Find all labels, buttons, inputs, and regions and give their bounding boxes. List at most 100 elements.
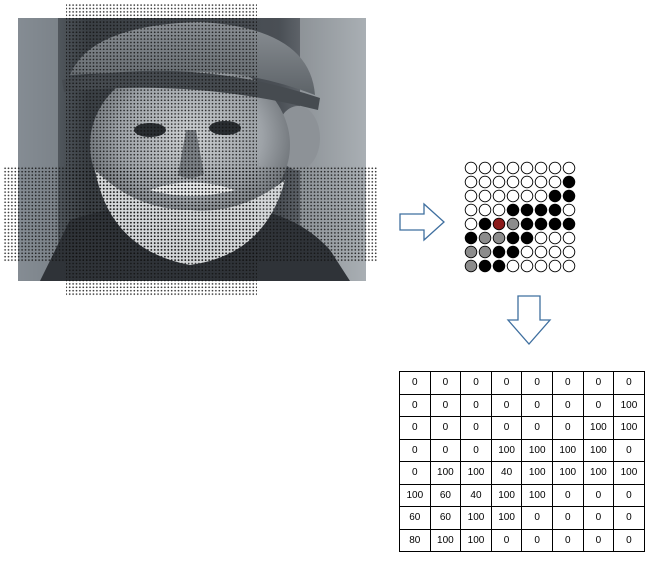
pixel-circle-white <box>464 217 478 231</box>
table-cell: 100 <box>551 461 584 485</box>
pixel-circle-white <box>478 175 492 189</box>
pixel-circle-white <box>562 259 576 273</box>
pixel-circle-white <box>506 259 520 273</box>
table-cell: 0 <box>460 416 492 440</box>
table-cell: 0 <box>399 393 431 417</box>
table-cell: 100 <box>551 438 584 462</box>
table-row: 0 0 0 0 0 0 100 100 <box>399 416 645 440</box>
table-cell: 0 <box>490 371 523 395</box>
pixel-circle-white <box>464 161 478 175</box>
table-cell: 0 <box>613 483 645 507</box>
table-row: 0 100 100 40 100 100 100 100 <box>399 461 645 485</box>
pixel-circle-white <box>478 203 492 217</box>
pixel-circle-highlight <box>492 217 506 231</box>
pixel-circle-white <box>534 175 548 189</box>
pixel-circle-white <box>478 161 492 175</box>
pixel-circle-white <box>492 161 506 175</box>
table-cell: 100 <box>399 483 431 507</box>
table-cell: 0 <box>582 483 615 507</box>
right-arrow-icon <box>399 202 445 242</box>
table-cell: 100 <box>613 461 645 485</box>
pixel-circle-white <box>506 189 520 203</box>
pixel-circle-black <box>548 203 562 217</box>
pixel-circle-grid <box>464 161 576 273</box>
pixel-circle-black <box>464 231 478 245</box>
pixel-circle-gray <box>478 231 492 245</box>
table-cell: 100 <box>460 461 492 485</box>
table-cell: 60 <box>429 506 462 530</box>
table-cell: 0 <box>521 506 553 530</box>
pixel-circle-black <box>506 245 520 259</box>
pixel-circle-white <box>492 175 506 189</box>
table-cell: 0 <box>582 506 615 530</box>
pixel-circle-white <box>478 189 492 203</box>
table-cell: 0 <box>551 393 584 417</box>
table-cell: 0 <box>613 438 645 462</box>
pixel-circle-white <box>464 175 478 189</box>
table-cell: 100 <box>490 506 523 530</box>
table-cell: 60 <box>399 506 431 530</box>
pixel-circle-white <box>464 203 478 217</box>
table-cell: 40 <box>490 461 523 485</box>
pixel-circle-black <box>478 217 492 231</box>
pixel-circle-black <box>562 189 576 203</box>
table-cell: 0 <box>429 438 462 462</box>
table-cell: 0 <box>521 528 553 552</box>
table-cell: 0 <box>460 438 492 462</box>
table-cell: 0 <box>613 528 645 552</box>
table-cell: 100 <box>582 416 615 440</box>
pixel-circle-white <box>548 175 562 189</box>
halftone-overlay-horizontal <box>3 166 377 262</box>
pixel-circle-white <box>520 259 534 273</box>
table-cell: 0 <box>521 393 553 417</box>
table-cell: 100 <box>582 461 615 485</box>
table-cell: 0 <box>460 371 492 395</box>
table-cell: 100 <box>582 438 615 462</box>
table-cell: 0 <box>582 371 615 395</box>
pixel-value-table: 0 0 0 0 0 0 0 0 0 0 0 0 0 0 0 100 0 0 0 0 0 0 100 100 0 0 0 100 100 1… <box>399 371 645 552</box>
pixel-circle-white <box>534 259 548 273</box>
pixel-circle-white <box>506 175 520 189</box>
table-cell: 0 <box>551 506 584 530</box>
pixel-circle-white <box>562 203 576 217</box>
pixel-circle-white <box>520 175 534 189</box>
table-cell: 100 <box>429 528 462 552</box>
down-arrow-icon <box>506 295 552 345</box>
table-cell: 100 <box>490 483 523 507</box>
table-cell: 100 <box>521 483 553 507</box>
pixel-circle-black <box>534 203 548 217</box>
pixel-circle-white <box>562 231 576 245</box>
pixel-circle-white <box>520 189 534 203</box>
pixel-circle-gray <box>506 217 520 231</box>
pixel-circle-black <box>548 217 562 231</box>
table-row: 100 60 40 100 100 0 0 0 <box>399 483 645 507</box>
table-cell: 0 <box>399 461 431 485</box>
pixel-circle-white <box>464 189 478 203</box>
table-cell: 0 <box>613 506 645 530</box>
pixel-circle-black <box>478 259 492 273</box>
table-cell: 0 <box>551 528 584 552</box>
table-cell: 0 <box>551 371 584 395</box>
table-cell: 0 <box>582 528 615 552</box>
pixel-circle-black <box>506 231 520 245</box>
table-row: 0 0 0 100 100 100 100 0 <box>399 438 645 462</box>
pixel-circle-black <box>548 189 562 203</box>
pixel-circle-white <box>548 245 562 259</box>
table-cell: 0 <box>399 438 431 462</box>
pixel-circle-white <box>562 245 576 259</box>
table-cell: 0 <box>551 416 584 440</box>
portrait-photo <box>3 4 377 296</box>
table-cell: 0 <box>399 416 431 440</box>
table-cell: 0 <box>521 371 553 395</box>
table-cell: 0 <box>429 416 462 440</box>
table-cell: 0 <box>490 416 523 440</box>
table-cell: 100 <box>613 416 645 440</box>
pixel-circle-white <box>520 161 534 175</box>
pixel-circle-black <box>520 203 534 217</box>
table-cell: 100 <box>613 393 645 417</box>
pixel-circle-white <box>534 189 548 203</box>
table-cell: 0 <box>460 393 492 417</box>
pixel-circle-gray <box>464 245 478 259</box>
pixel-circle-black <box>562 175 576 189</box>
